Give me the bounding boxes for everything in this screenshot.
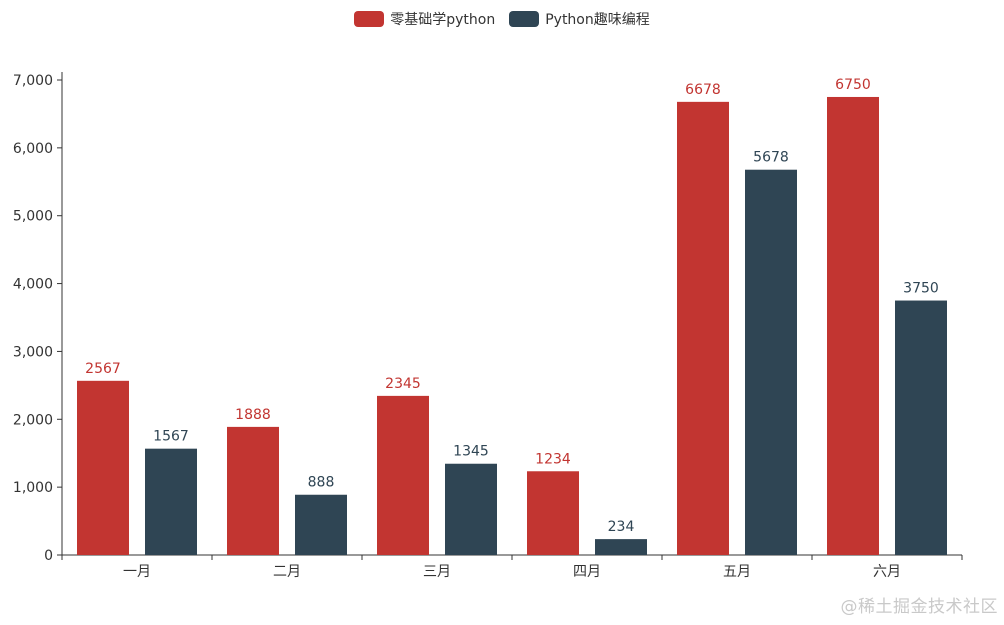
x-tick-label: 二月 (273, 564, 301, 580)
bar-series-2 (895, 300, 947, 555)
bar-series-1 (77, 380, 129, 555)
chart-legend: 零基础学python Python趣味编程 (0, 9, 1004, 29)
bar-value-label: 888 (308, 475, 335, 491)
bar-value-label: 1567 (153, 429, 189, 445)
y-tick-label: 0 (44, 548, 53, 564)
bar-value-label: 3750 (903, 281, 939, 297)
bar-value-label: 6750 (835, 77, 871, 93)
legend-swatch (509, 11, 540, 27)
bar-value-label: 1888 (235, 407, 271, 423)
y-tick-label: 4,000 (13, 277, 53, 293)
legend-label: Python趣味编程 (545, 12, 650, 28)
y-tick-label: 7,000 (13, 73, 53, 89)
y-tick-label: 2,000 (13, 412, 53, 428)
bar-value-label: 2567 (85, 361, 121, 377)
legend-swatch (354, 11, 385, 27)
x-tick-label: 五月 (723, 564, 751, 580)
bar-series-1 (227, 426, 279, 555)
legend-item-1[interactable]: 零基础学python (354, 9, 495, 29)
bar-value-label: 234 (608, 519, 635, 535)
bar-series-1 (527, 471, 579, 555)
bar-series-1 (377, 395, 429, 555)
bar-value-label: 5678 (753, 150, 789, 166)
watermark-text: @稀土掘金技术社区 (840, 597, 998, 617)
bar-series-1 (827, 96, 879, 555)
bar-series-2 (595, 539, 647, 555)
legend-item-2[interactable]: Python趣味编程 (509, 9, 650, 29)
y-tick-label: 5,000 (13, 209, 53, 225)
bar-series-2 (445, 463, 497, 555)
x-tick-label: 一月 (123, 564, 151, 580)
bar-value-label: 1345 (453, 444, 489, 460)
bar-value-label: 2345 (385, 376, 421, 392)
y-tick-label: 1,000 (13, 480, 53, 496)
bar-series-2 (745, 169, 797, 555)
legend-label: 零基础学python (390, 12, 496, 28)
bar-value-label: 6678 (685, 82, 721, 98)
x-tick-label: 四月 (573, 564, 601, 580)
y-tick-label: 6,000 (13, 141, 53, 157)
bar-series-1 (677, 101, 729, 555)
bar-value-label: 1234 (535, 451, 571, 467)
x-tick-label: 六月 (873, 564, 901, 580)
x-tick-label: 三月 (423, 564, 451, 580)
bar-series-2 (295, 494, 347, 555)
bar-series-2 (145, 448, 197, 555)
y-tick-label: 3,000 (13, 344, 53, 360)
